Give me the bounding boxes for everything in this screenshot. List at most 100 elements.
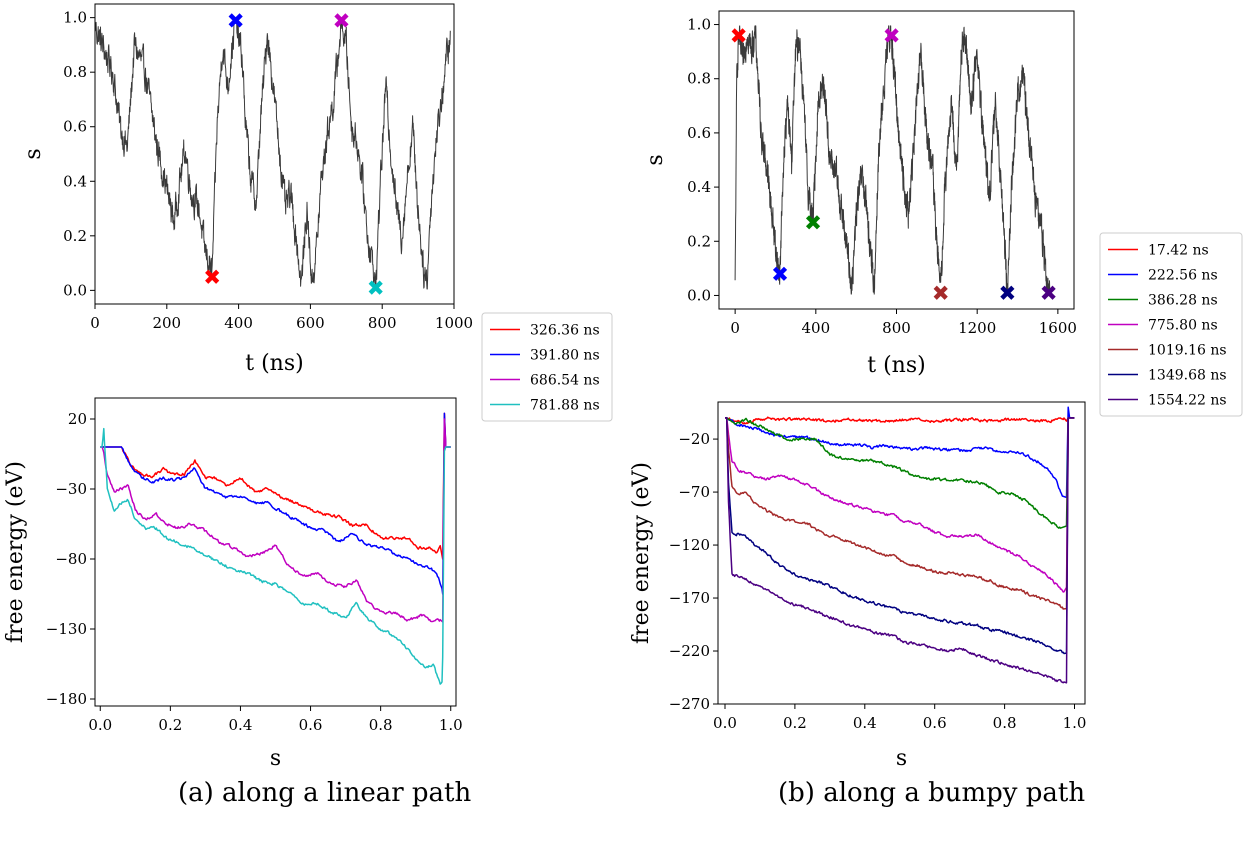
y-tick-label-0: 0.0 [687, 286, 711, 304]
caption-right: (b) along a bumpy path [778, 778, 1086, 808]
y-tick-label-0: 0.0 [63, 281, 87, 299]
x-tick-label-3: 1200 [958, 319, 996, 337]
y-tick-label-2: 0.4 [687, 178, 711, 196]
plot-area [100, 412, 451, 685]
x-tick-label-5: 1000 [435, 314, 473, 332]
marker-2 [805, 215, 821, 230]
x-tick-label-0: 0 [730, 319, 740, 337]
legend-label-3: 775.80 ns [1148, 318, 1218, 334]
x-tick-label-4: 0.8 [993, 714, 1017, 732]
x-tick-label-3: 0.6 [923, 714, 947, 732]
series-line-1 [100, 412, 451, 595]
axes-frame [94, 397, 457, 707]
x-tick-label-4: 1600 [1039, 319, 1077, 337]
x-tick-label-0: 0.0 [88, 716, 112, 734]
y-tick-label-0: −20 [678, 430, 710, 448]
plot-area [725, 406, 1075, 684]
legend-label-5: 1349.68 ns [1148, 368, 1227, 384]
y-tick-label-3: −130 [46, 620, 87, 638]
axes-frame [717, 401, 1086, 705]
y-tick-label-5: 1.0 [63, 9, 87, 27]
y-axis-label: s [21, 148, 46, 159]
x-tick-label-4: 800 [368, 314, 397, 332]
x-tick-label-2: 400 [224, 314, 253, 332]
trajectory-line [734, 25, 1051, 295]
y-axis-label: free energy (eV) [629, 462, 654, 644]
y-tick-label-1: −70 [678, 483, 710, 501]
marker-6 [1041, 285, 1056, 300]
legend-label-6: 1554.22 ns [1148, 393, 1227, 409]
x-axis-label: t (ns) [867, 353, 925, 378]
x-tick-label-1: 400 [801, 319, 830, 337]
y-tick-label-3: 0.6 [63, 118, 87, 136]
y-tick-label-1: 0.2 [687, 232, 711, 250]
marker-3 [368, 280, 383, 295]
x-tick-label-5: 1.0 [1063, 714, 1087, 732]
marker-3 [884, 28, 899, 43]
plot-area [95, 18, 451, 290]
y-tick-label-1: −30 [55, 480, 87, 498]
y-tick-label-3: −170 [669, 589, 710, 607]
y-tick-label-5: −270 [669, 695, 710, 713]
chart-b-top: 0 400 800 1200 1600 0.0 0.2 0.4 0.6 0.8 1.0 t (ns) s [643, 10, 1077, 378]
y-axis-label: free energy (eV) [3, 461, 28, 643]
legend-label-2: 686.54 ns [530, 373, 600, 389]
x-tick-label-1: 0.2 [158, 716, 182, 734]
legend-label-1: 391.80 ns [530, 348, 600, 364]
legend: 326.36 ns 391.80 ns 686.54 ns 781.88 ns [481, 312, 613, 422]
chart-a-top: 0 200 400 600 800 1000 0.0 0.2 0.4 0.6 0.8 1.0 t (ns… [21, 3, 473, 376]
x-tick-label-2: 0.4 [229, 716, 253, 734]
marker-4 [933, 285, 948, 300]
x-tick-label-2: 0.4 [853, 714, 877, 732]
y-tick-label-1: 0.2 [63, 227, 87, 245]
series-line-5 [725, 416, 1075, 655]
legend: 17.42 ns 222.56 ns 386.28 ns 775.80 ns 1019.… [1099, 232, 1243, 417]
marker-1 [772, 266, 788, 281]
series-line-4 [725, 416, 1075, 610]
x-axis-label: s [270, 746, 281, 771]
y-tick-label-0: 20 [68, 410, 87, 428]
y-tick-label-4: 0.8 [687, 70, 711, 88]
legend-label-0: 17.42 ns [1148, 243, 1209, 259]
trajectory-line [95, 18, 451, 290]
x-tick-label-0: 0 [90, 314, 100, 332]
series-line-3 [725, 416, 1075, 593]
x-tick-label-3: 600 [296, 314, 325, 332]
y-tick-label-4: −180 [46, 690, 87, 708]
y-axis-label: s [643, 154, 668, 165]
marker-5 [1000, 285, 1015, 300]
x-tick-label-3: 0.6 [299, 716, 323, 734]
legend-label-0: 326.36 ns [530, 323, 600, 339]
y-tick-label-4: −220 [669, 642, 710, 660]
legend-label-4: 1019.16 ns [1148, 343, 1227, 359]
x-tick-label-2: 800 [882, 319, 911, 337]
y-tick-label-3: 0.6 [687, 124, 711, 142]
axes-frame [718, 10, 1075, 310]
plot-area [734, 25, 1051, 295]
legend-frame [1099, 232, 1243, 417]
series-line-2 [725, 416, 1075, 529]
legend-label-3: 781.88 ns [530, 398, 600, 414]
legend-label-1: 222.56 ns [1148, 268, 1218, 284]
y-tick-label-2: 0.4 [63, 172, 87, 190]
x-tick-label-0: 0.0 [713, 714, 737, 732]
marker-2 [334, 13, 349, 28]
series-line-0 [725, 416, 1075, 425]
x-axis-label: s [896, 746, 907, 771]
x-tick-label-1: 200 [152, 314, 181, 332]
y-tick-label-2: −120 [669, 536, 710, 554]
series-line-3 [100, 427, 451, 685]
legend-label-2: 386.28 ns [1148, 293, 1218, 309]
chart-a-bottom: 326.36 ns 391.80 ns 686.54 ns 781.88 ns 0.0 0… [3, 312, 613, 771]
series-line-6 [725, 416, 1075, 684]
y-tick-label-2: −80 [55, 550, 87, 568]
x-tick-label-4: 0.8 [369, 716, 393, 734]
x-tick-label-5: 1.0 [439, 716, 463, 734]
caption-left: (a) along a linear path [178, 778, 472, 808]
x-axis-label: t (ns) [245, 351, 303, 376]
y-tick-label-4: 0.8 [63, 63, 87, 81]
legend-frame [481, 312, 613, 422]
series-line-2 [100, 418, 451, 623]
axes-frame [94, 3, 455, 305]
marker-0 [731, 28, 746, 43]
